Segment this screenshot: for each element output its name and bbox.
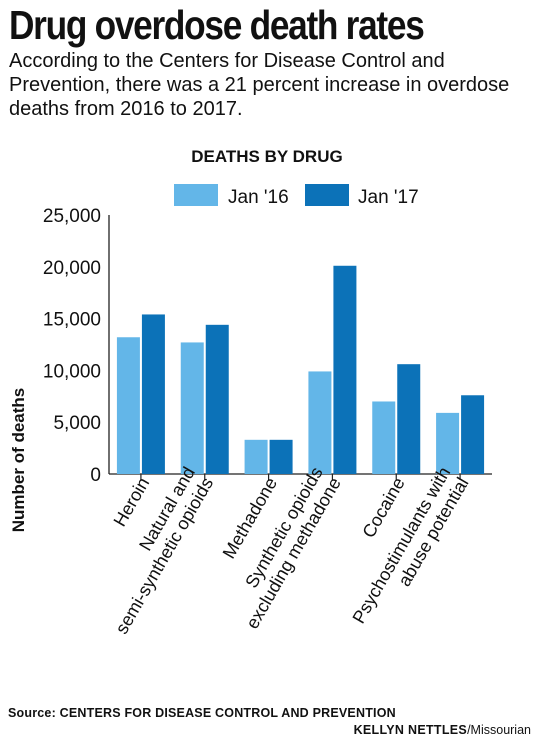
x-tick-label: Heroin bbox=[110, 474, 154, 530]
y-axis-label: Number of deaths bbox=[9, 388, 28, 533]
credit-line: KELLYN NETTLES/Missourian bbox=[354, 723, 531, 737]
source-label: Source: bbox=[8, 706, 56, 720]
bar-jan17 bbox=[333, 265, 357, 474]
credit-org: /Missourian bbox=[467, 723, 531, 737]
page-subtitle: According to the Centers for Disease Con… bbox=[9, 50, 510, 120]
bar-jan16 bbox=[180, 342, 204, 474]
bar-jan16 bbox=[116, 337, 140, 474]
y-tick-label: 10,000 bbox=[43, 361, 101, 382]
y-tick-label: 20,000 bbox=[43, 258, 101, 279]
legend: Jan '16 Jan '17 bbox=[174, 184, 419, 208]
legend-label-jan17: Jan '17 bbox=[358, 187, 419, 208]
source-note: Source: CENTERS FOR DISEASE CONTROL AND … bbox=[8, 704, 396, 723]
axes bbox=[108, 215, 492, 480]
bar-jan17 bbox=[461, 395, 485, 474]
bar-jan16 bbox=[244, 439, 268, 474]
y-tick-label: 25,000 bbox=[43, 206, 101, 227]
y-tick-label: 0 bbox=[90, 465, 101, 486]
credit-name: KELLYN NETTLES bbox=[353, 723, 468, 737]
source-text: CENTERS FOR DISEASE CONTROL AND PREVENTI… bbox=[59, 706, 396, 720]
x-tick-label: Natural andsemi-synthetic opioids bbox=[93, 464, 217, 638]
page-title: Drug overdose death rates bbox=[9, 2, 425, 48]
x-tick-label: Psychostimulants withabuse potential bbox=[349, 464, 473, 638]
x-tick-label-line: Heroin bbox=[110, 474, 154, 530]
y-tick-label: 5,000 bbox=[53, 413, 101, 434]
bar-jan16 bbox=[308, 371, 332, 474]
bar-jan17 bbox=[269, 439, 293, 474]
chart-title: DEATHS BY DRUG bbox=[191, 147, 342, 166]
bar-jan17 bbox=[141, 314, 165, 474]
y-tick-label: 15,000 bbox=[43, 310, 101, 331]
bar-jan17 bbox=[205, 324, 229, 474]
bar-jan16 bbox=[436, 412, 460, 474]
bar-jan16 bbox=[372, 401, 396, 474]
bar-jan17 bbox=[397, 364, 421, 474]
y-axis-ticks: 0 5,000 10,000 15,000 20,000 25,000 bbox=[43, 206, 101, 486]
bar-chart: DEATHS BY DRUG Jan '16 Jan '17 Number of… bbox=[9, 147, 492, 638]
legend-label-jan16: Jan '16 bbox=[228, 187, 289, 208]
legend-swatch-jan16 bbox=[174, 184, 218, 206]
bars bbox=[116, 265, 485, 474]
legend-swatch-jan17 bbox=[305, 184, 349, 206]
